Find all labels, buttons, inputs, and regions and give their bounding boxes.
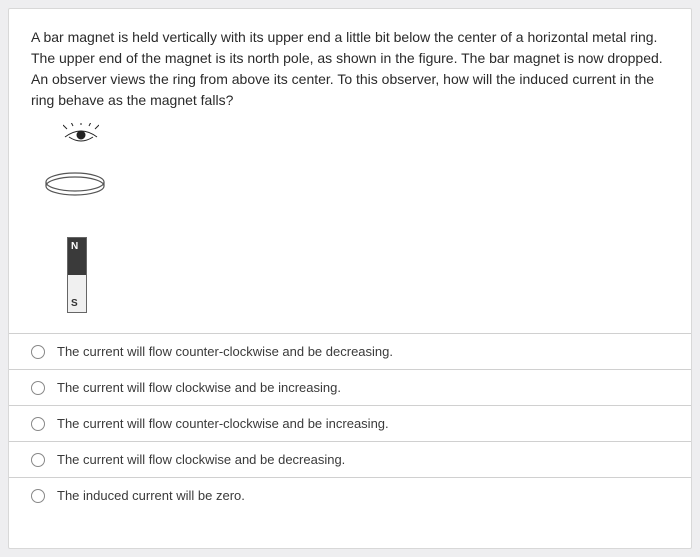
question-text: A bar magnet is held vertically with its… [31,27,669,111]
radio-icon [31,417,45,431]
option-row[interactable]: The current will flow clockwise and be i… [9,370,691,406]
option-label: The current will flow counter-clockwise … [57,416,389,431]
radio-icon [31,453,45,467]
magnet-north-pole: N [68,238,86,275]
option-label: The induced current will be zero. [57,488,245,503]
option-row[interactable]: The current will flow counter-clockwise … [9,334,691,370]
answer-options: The current will flow counter-clockwise … [9,333,691,513]
radio-icon [31,345,45,359]
option-label: The current will flow counter-clockwise … [57,344,393,359]
option-label: The current will flow clockwise and be d… [57,452,345,467]
option-label: The current will flow clockwise and be i… [57,380,341,395]
radio-icon [31,381,45,395]
option-row[interactable]: The current will flow clockwise and be d… [9,442,691,478]
physics-diagram: N S [39,123,119,313]
bar-magnet-icon: N S [67,237,87,313]
option-row[interactable]: The current will flow counter-clockwise … [9,406,691,442]
observer-eye-icon [63,123,99,145]
option-row[interactable]: The induced current will be zero. [9,478,691,513]
magnet-south-pole: S [68,275,86,312]
metal-ring-icon [43,171,119,197]
radio-icon [31,489,45,503]
question-card: A bar magnet is held vertically with its… [8,8,692,549]
